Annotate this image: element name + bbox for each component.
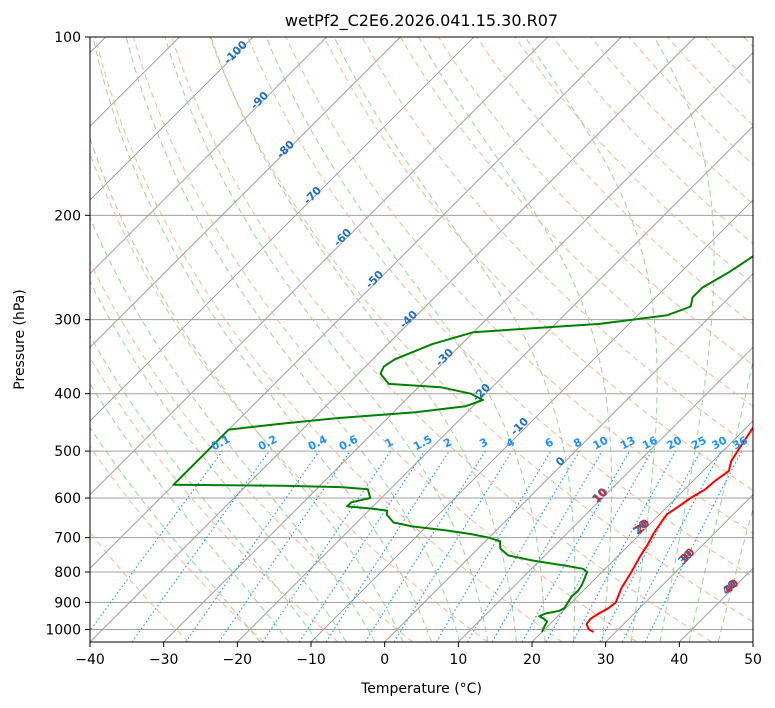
isotherm-gridline: [90, 37, 254, 201]
mixing-ratio-line: [393, 450, 513, 642]
isotherm-gridline: [90, 37, 401, 349]
dry-adiabat-line: [209, 37, 753, 623]
plot-frame: [89, 36, 754, 643]
mixing-ratio-line: [90, 450, 223, 632]
y-tick-label: 900: [54, 595, 81, 611]
mixing-ratio-line: [298, 450, 425, 642]
x-axis-title: Temperature (°C): [360, 681, 482, 697]
x-tick-label: 30: [597, 652, 615, 668]
moist-adiabat-line: [90, 334, 319, 642]
dry-adiabat-line: [170, 37, 712, 642]
mixing-ratio-label: 30: [710, 434, 730, 453]
mixing-ratio-label: 10: [591, 434, 611, 453]
moist-adiabat-line: [90, 280, 347, 642]
x-tick-label: 10: [449, 652, 467, 668]
moist-adiabat-line: [90, 216, 376, 642]
isotherm-gridline: [90, 37, 622, 570]
moist-adiabat-line: [524, 37, 658, 642]
y-tick-label: 300: [54, 313, 81, 329]
x-tick-label: −40: [75, 652, 105, 668]
moist-adiabat-line: [210, 37, 518, 642]
mixing-ratio-line: [325, 450, 450, 642]
mixing-ratio-line: [545, 450, 653, 642]
dry-adiabat-line: [247, 37, 753, 578]
mixing-ratio-label: 13: [618, 434, 638, 453]
mixing-ratio-line: [644, 450, 743, 642]
dry-adiabat-line: [323, 37, 753, 492]
dry-adiabat-line: [90, 356, 339, 642]
mixing-ratio-label: 25: [689, 434, 709, 453]
x-tick-label: −10: [296, 652, 326, 668]
dry-adiabat-line: [476, 37, 753, 325]
isotherm-gridline: [90, 37, 328, 275]
y-tick-label: 800: [54, 565, 81, 581]
moist-adiabat-line: [333, 37, 576, 642]
isotherm-gridline: [531, 420, 753, 642]
y-tick-label: 100: [54, 30, 81, 46]
moist-adiabat-line: [125, 37, 461, 642]
axes: −40 −30 −20 −10 0 10 20 30 40 50 100 200 300 400 500 60…: [45, 30, 762, 668]
moist-adiabat-line: [688, 358, 753, 642]
background-lines: [90, 37, 753, 642]
sounding-profiles: [172, 255, 753, 633]
isotherm-gridline: [90, 37, 696, 642]
x-tick-label: −30: [149, 652, 179, 668]
moist-adiabat-line: [92, 37, 432, 642]
mixing-ratio-line: [262, 450, 392, 642]
isotherm-gridline: [605, 493, 753, 642]
mixing-ratio-line: [218, 450, 351, 642]
moist-adiabat-line: [717, 506, 753, 642]
mixing-ratio-line: [185, 450, 320, 642]
isotherm-gridline: [90, 37, 549, 496]
temperature-profile-line: [585, 425, 753, 633]
y-tick-label: 500: [54, 444, 81, 460]
plot-area: [90, 37, 753, 642]
mixing-ratio-label: 20: [664, 434, 684, 453]
dry-adiabat-line: [90, 260, 414, 642]
isotherm-gridline: [163, 51, 753, 642]
y-tick-label: 200: [54, 208, 81, 224]
x-tick-label: −20: [223, 652, 253, 668]
mixing-ratio-line: [521, 450, 630, 642]
mixing-ratio-line: [572, 450, 677, 642]
moist-adiabat-line: [265, 37, 546, 642]
x-tick-label: 20: [523, 652, 541, 668]
moist-adiabat-line: [90, 426, 261, 642]
x-tick-label: 0: [380, 652, 389, 668]
isotherm-gridline: [90, 37, 475, 422]
moist-adiabat-line: [418, 37, 613, 642]
isotherm-gridline: [384, 272, 753, 642]
dewpoint-profile-line: [172, 255, 753, 633]
y-axis-title: Pressure (hPa): [12, 289, 28, 389]
y-tick-label: 400: [54, 387, 81, 403]
x-tick-label: 40: [670, 652, 688, 668]
dry-adiabat-line: [514, 37, 753, 285]
isotherm-gridline: [236, 125, 753, 642]
dry-adiabat-line: [285, 37, 753, 535]
y-tick-label: 1000: [45, 622, 81, 638]
x-tick-label: 50: [744, 652, 762, 668]
y-tick-label: 700: [54, 531, 81, 547]
moist-adiabat-line: [90, 382, 290, 642]
chart-title: wetPf2_C2E6.2026.041.15.30.R07: [285, 11, 558, 31]
dry-adiabat-line: [94, 37, 563, 642]
mixing-ratio-label: 16: [640, 434, 660, 453]
y-tick-label: 600: [54, 491, 81, 507]
mixing-ratio-label: 36: [730, 434, 750, 453]
mixing-ratio-line: [131, 450, 270, 642]
moist-adiabat-line: [164, 37, 489, 642]
isotherm-gridline: [457, 346, 753, 642]
dry-adiabat-line: [90, 445, 264, 642]
